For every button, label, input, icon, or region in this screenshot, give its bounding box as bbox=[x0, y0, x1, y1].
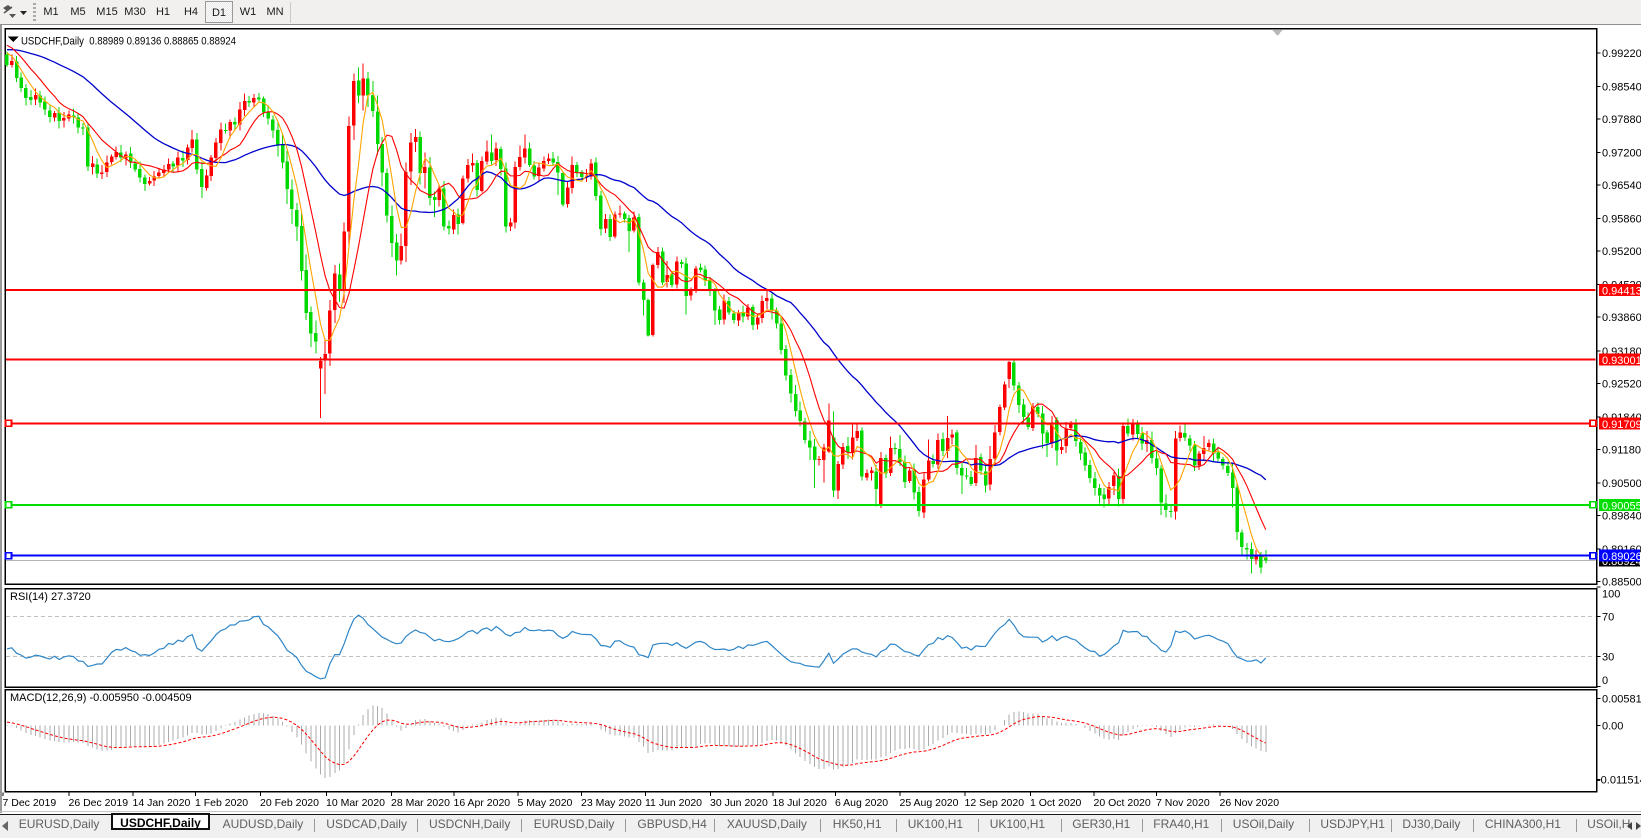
svg-text:18 Jul 2020: 18 Jul 2020 bbox=[773, 797, 827, 809]
svg-text:MACD(12,26,9) -0.005950 -0.004: MACD(12,26,9) -0.005950 -0.004509 bbox=[10, 692, 192, 704]
svg-text:70: 70 bbox=[1602, 612, 1614, 624]
svg-text:10 Mar 2020: 10 Mar 2020 bbox=[326, 797, 385, 809]
svg-text:7 Nov 2020: 7 Nov 2020 bbox=[1156, 797, 1210, 809]
svg-text:0.91180: 0.91180 bbox=[1602, 444, 1641, 456]
svg-text:0.98540: 0.98540 bbox=[1602, 82, 1641, 94]
svg-text:0.92520: 0.92520 bbox=[1602, 378, 1641, 390]
svg-text:7 Dec 2019: 7 Dec 2019 bbox=[3, 797, 57, 809]
svg-text:0.90500: 0.90500 bbox=[1602, 478, 1641, 490]
svg-text:0.89840: 0.89840 bbox=[1602, 510, 1641, 522]
svg-text:0.97880: 0.97880 bbox=[1602, 114, 1641, 126]
svg-text:30: 30 bbox=[1602, 652, 1614, 664]
svg-text:16 Apr 2020: 16 Apr 2020 bbox=[454, 797, 511, 809]
svg-text:11 Jun 2020: 11 Jun 2020 bbox=[645, 797, 702, 809]
svg-text:1 Feb 2020: 1 Feb 2020 bbox=[195, 797, 248, 809]
svg-text:23 May 2020: 23 May 2020 bbox=[581, 797, 642, 809]
svg-text:0.96540: 0.96540 bbox=[1602, 180, 1641, 192]
svg-text:20 Feb 2020: 20 Feb 2020 bbox=[260, 797, 319, 809]
svg-text:5 May 2020: 5 May 2020 bbox=[518, 797, 573, 809]
svg-text:USDCHF,Daily 0.88989 0.89136: USDCHF,Daily 0.88989 0.89136 0.88865 0.8… bbox=[21, 36, 236, 48]
svg-text:0.89026: 0.89026 bbox=[1602, 551, 1641, 563]
svg-text:1 Oct 2020: 1 Oct 2020 bbox=[1030, 797, 1082, 809]
svg-text:0.95200: 0.95200 bbox=[1602, 246, 1641, 258]
svg-text:0.93001: 0.93001 bbox=[1602, 355, 1641, 367]
svg-text:12 Sep 2020: 12 Sep 2020 bbox=[965, 797, 1025, 809]
svg-text:0.94413: 0.94413 bbox=[1602, 286, 1641, 298]
svg-text:25 Aug 2020: 25 Aug 2020 bbox=[900, 797, 959, 809]
svg-text:100: 100 bbox=[1602, 589, 1620, 601]
svg-text:0.93860: 0.93860 bbox=[1602, 312, 1641, 324]
svg-text:26 Dec 2019: 26 Dec 2019 bbox=[69, 797, 129, 809]
svg-text:0.97200: 0.97200 bbox=[1602, 148, 1641, 160]
svg-text:0.95860: 0.95860 bbox=[1602, 214, 1641, 226]
svg-text:0.99220: 0.99220 bbox=[1602, 48, 1641, 60]
svg-text:14 Jan 2020: 14 Jan 2020 bbox=[133, 797, 191, 809]
svg-text:28 Mar 2020: 28 Mar 2020 bbox=[391, 797, 450, 809]
svg-text:-0.011514: -0.011514 bbox=[1597, 775, 1641, 787]
svg-text:0.90055: 0.90055 bbox=[1602, 500, 1641, 512]
svg-text:6 Aug 2020: 6 Aug 2020 bbox=[835, 797, 888, 809]
svg-text:20 Oct 2020: 20 Oct 2020 bbox=[1094, 797, 1151, 809]
svg-text:26 Nov 2020: 26 Nov 2020 bbox=[1220, 797, 1280, 809]
svg-text:0.005818: 0.005818 bbox=[1602, 694, 1641, 706]
svg-text:0: 0 bbox=[1602, 675, 1608, 687]
svg-text:0.00: 0.00 bbox=[1602, 721, 1623, 733]
svg-text:0.88500: 0.88500 bbox=[1602, 577, 1641, 589]
svg-text:RSI(14) 27.3720: RSI(14) 27.3720 bbox=[10, 591, 91, 603]
svg-text:30 Jun 2020: 30 Jun 2020 bbox=[710, 797, 768, 809]
svg-text:0.91709: 0.91709 bbox=[1602, 419, 1641, 431]
